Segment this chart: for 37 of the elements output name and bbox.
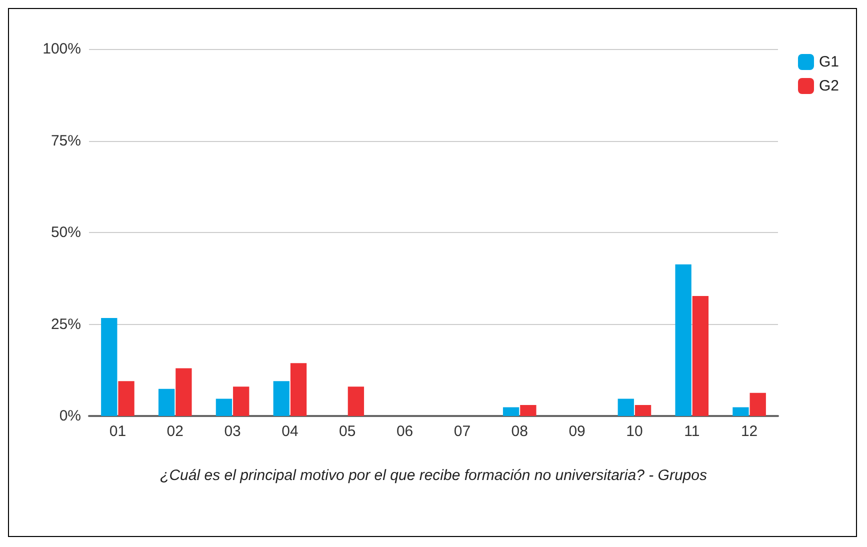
bar xyxy=(158,388,175,416)
bar xyxy=(118,381,134,416)
bar xyxy=(502,407,520,416)
bar xyxy=(348,386,364,416)
bar xyxy=(692,296,709,416)
x-tick-label: 11 xyxy=(684,423,700,440)
y-tick-label: 50% xyxy=(50,224,81,241)
x-tick-label: 04 xyxy=(282,423,298,440)
y-tick-label: 100% xyxy=(42,40,81,58)
x-axis-title: ¿Cuál es el principal motivo por el que recibe formación no universitaria? - Grupos xyxy=(160,467,708,484)
y-tick-label: 25% xyxy=(50,316,81,333)
x-tick-label: 05 xyxy=(339,423,356,440)
x-tick-label: 12 xyxy=(740,423,758,440)
y-tick-label: 75% xyxy=(50,132,81,150)
bar xyxy=(732,407,749,416)
bar xyxy=(176,368,192,416)
x-tick-label: 03 xyxy=(224,423,241,440)
bar xyxy=(520,404,536,416)
legend-label: G1 xyxy=(818,54,840,70)
x-tick-label: 09 xyxy=(568,423,586,440)
x-tick-label: 06 xyxy=(396,423,414,440)
bar xyxy=(675,264,692,416)
bar xyxy=(233,386,250,416)
x-tick-label: 01 xyxy=(109,423,126,440)
bar xyxy=(216,398,232,416)
x-tick-label: 08 xyxy=(511,423,528,440)
bar xyxy=(290,363,307,416)
bar xyxy=(101,318,118,416)
bar xyxy=(618,398,634,416)
bar xyxy=(273,381,290,416)
bar xyxy=(750,392,766,416)
bar xyxy=(634,404,652,416)
x-tick-label: 10 xyxy=(626,423,643,440)
legend-label: G2 xyxy=(818,78,840,94)
y-tick-label: 0% xyxy=(59,408,81,424)
x-tick-label: 07 xyxy=(454,423,471,440)
x-tick-label: 02 xyxy=(166,423,184,440)
